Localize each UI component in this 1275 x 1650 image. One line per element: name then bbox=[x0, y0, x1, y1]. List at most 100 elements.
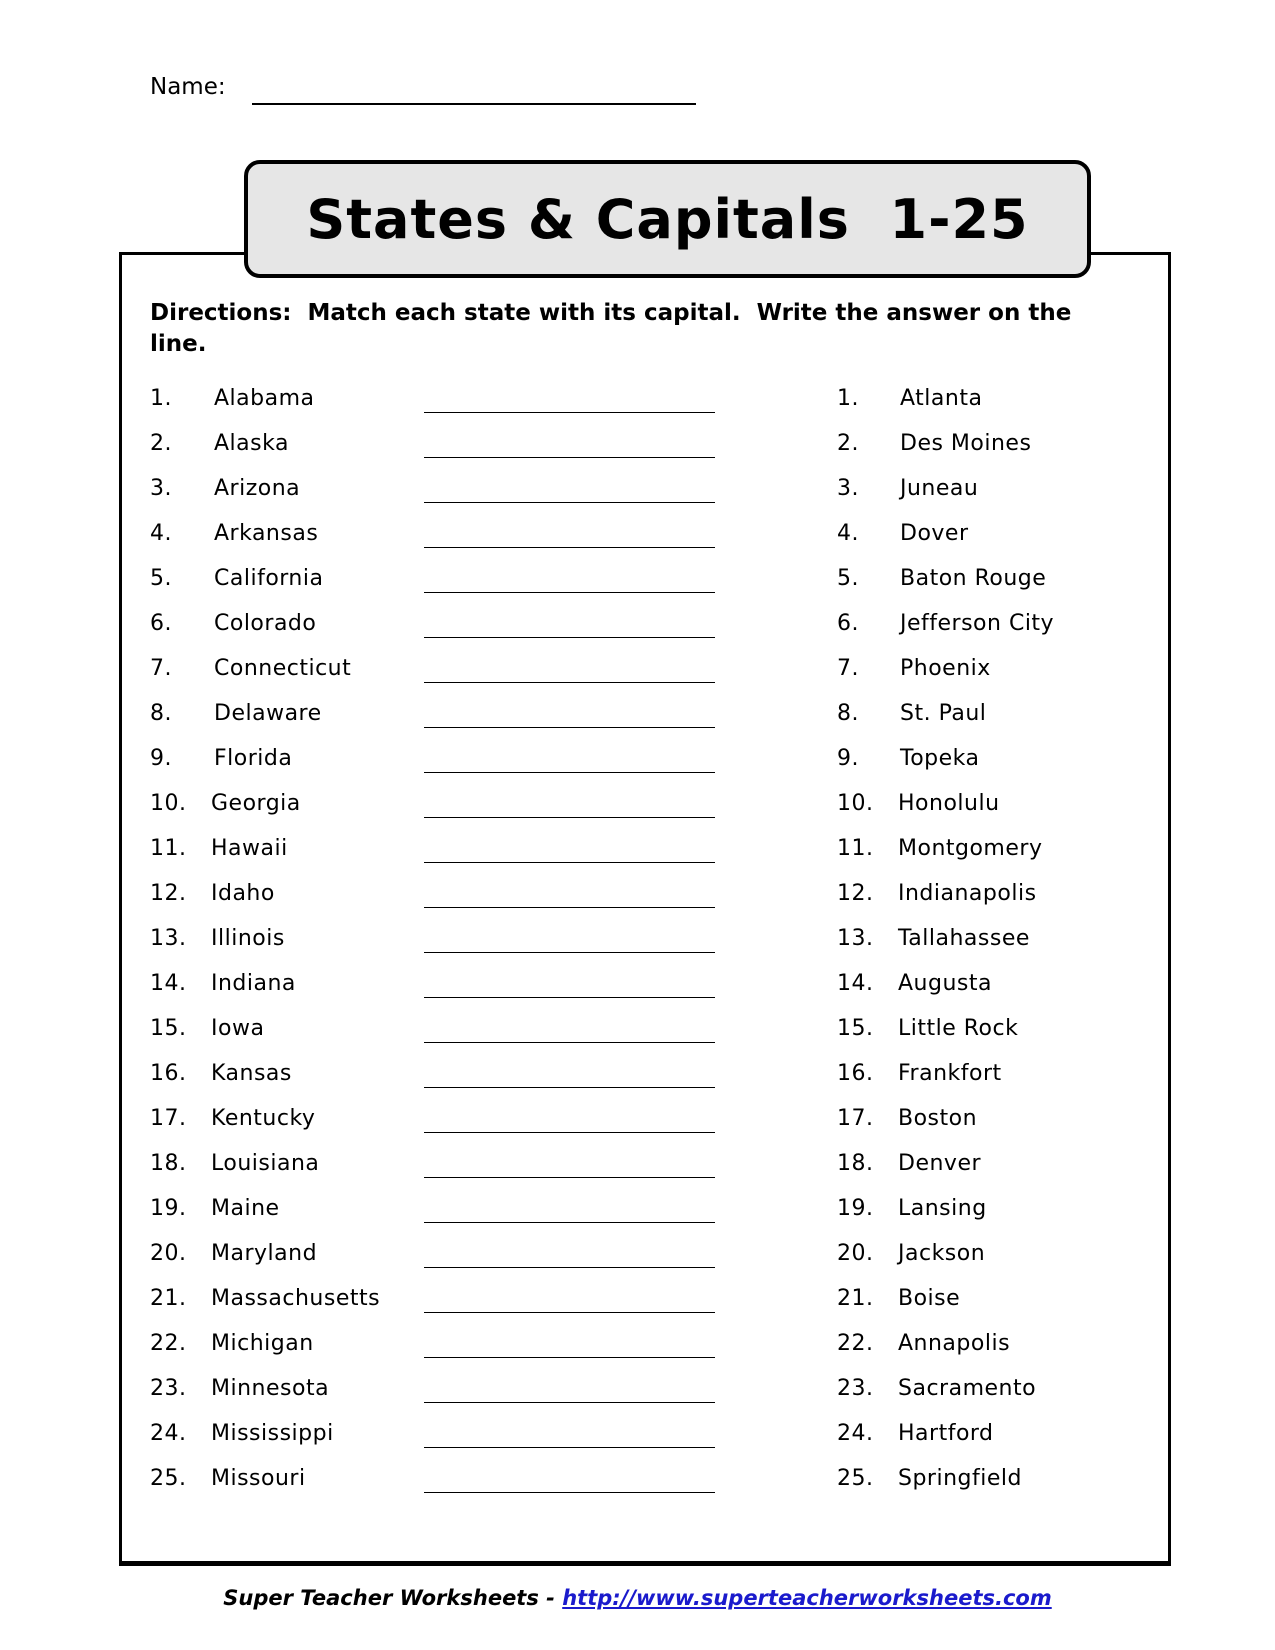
answer-line[interactable] bbox=[424, 592, 715, 593]
state-name: Alabama bbox=[214, 386, 315, 411]
capital-name: Honolulu bbox=[898, 791, 1000, 816]
title-box: States & Capitals 1-25 bbox=[244, 160, 1091, 278]
state-number: 21. bbox=[150, 1286, 187, 1311]
answer-line[interactable] bbox=[424, 997, 715, 998]
capital-name: Tallahassee bbox=[898, 926, 1030, 951]
state-row: 1. Alabama bbox=[150, 386, 870, 416]
capital-name: Topeka bbox=[900, 746, 980, 771]
state-name: Mississippi bbox=[211, 1421, 334, 1446]
answer-line[interactable] bbox=[424, 1492, 715, 1493]
state-row: 10. Georgia bbox=[150, 791, 870, 821]
capital-number: 8. bbox=[837, 701, 859, 726]
state-number: 25. bbox=[150, 1466, 187, 1491]
answer-line[interactable] bbox=[424, 1132, 715, 1133]
state-row: 11. Hawaii bbox=[150, 836, 870, 866]
capital-row: 4. Dover bbox=[837, 521, 1137, 551]
answer-line[interactable] bbox=[424, 1087, 715, 1088]
capital-number: 22. bbox=[837, 1331, 874, 1356]
answer-line[interactable] bbox=[424, 502, 715, 503]
state-number: 14. bbox=[150, 971, 187, 996]
state-number: 19. bbox=[150, 1196, 187, 1221]
answer-line[interactable] bbox=[424, 907, 715, 908]
capital-name: Annapolis bbox=[898, 1331, 1011, 1356]
answer-line[interactable] bbox=[424, 457, 715, 458]
capital-row: 2. Des Moines bbox=[837, 431, 1137, 461]
answer-line[interactable] bbox=[424, 817, 715, 818]
state-number: 1. bbox=[150, 386, 172, 411]
capital-row: 20. Jackson bbox=[837, 1241, 1137, 1271]
capital-name: Lansing bbox=[898, 1196, 987, 1221]
capital-number: 15. bbox=[837, 1016, 874, 1041]
answer-line[interactable] bbox=[424, 637, 715, 638]
capital-number: 19. bbox=[837, 1196, 874, 1221]
state-name: Maine bbox=[211, 1196, 280, 1221]
answer-line[interactable] bbox=[424, 1222, 715, 1223]
capital-row: 11. Montgomery bbox=[837, 836, 1137, 866]
state-row: 18. Louisiana bbox=[150, 1151, 870, 1181]
answer-line[interactable] bbox=[424, 1267, 715, 1268]
footer: Super Teacher Worksheets - http://www.su… bbox=[0, 1586, 1275, 1610]
capital-number: 18. bbox=[837, 1151, 874, 1176]
state-number: 15. bbox=[150, 1016, 187, 1041]
answer-line[interactable] bbox=[424, 1177, 715, 1178]
name-label: Name: bbox=[150, 74, 226, 100]
state-name: Arkansas bbox=[214, 521, 319, 546]
answer-line[interactable] bbox=[424, 952, 715, 953]
state-number: 18. bbox=[150, 1151, 187, 1176]
state-row: 5. California bbox=[150, 566, 870, 596]
answer-line[interactable] bbox=[424, 1312, 715, 1313]
state-name: Iowa bbox=[211, 1016, 265, 1041]
state-name: Georgia bbox=[211, 791, 301, 816]
state-row: 22. Michigan bbox=[150, 1331, 870, 1361]
state-number: 23. bbox=[150, 1376, 187, 1401]
state-row: 12. Idaho bbox=[150, 881, 870, 911]
capital-row: 13. Tallahassee bbox=[837, 926, 1137, 956]
capital-number: 24. bbox=[837, 1421, 874, 1446]
answer-line[interactable] bbox=[424, 1357, 715, 1358]
state-name: California bbox=[214, 566, 324, 591]
name-input-line[interactable] bbox=[252, 103, 696, 105]
answer-line[interactable] bbox=[424, 547, 715, 548]
capital-row: 21. Boise bbox=[837, 1286, 1137, 1316]
state-row: 13. Illinois bbox=[150, 926, 870, 956]
directions: Directions: Match each state with its ca… bbox=[150, 300, 1080, 357]
answer-line[interactable] bbox=[424, 1402, 715, 1403]
capital-name: Dover bbox=[900, 521, 969, 546]
state-number: 4. bbox=[150, 521, 172, 546]
capital-row: 15. Little Rock bbox=[837, 1016, 1137, 1046]
footer-link[interactable]: http://www.superteacherworksheets.com bbox=[562, 1586, 1052, 1610]
capital-name: Hartford bbox=[898, 1421, 994, 1446]
answer-line[interactable] bbox=[424, 1447, 715, 1448]
answer-line[interactable] bbox=[424, 772, 715, 773]
state-row: 2. Alaska bbox=[150, 431, 870, 461]
answer-line[interactable] bbox=[424, 1042, 715, 1043]
state-name: Louisiana bbox=[211, 1151, 320, 1176]
capital-row: 12. Indianapolis bbox=[837, 881, 1137, 911]
capital-row: 22. Annapolis bbox=[837, 1331, 1137, 1361]
answer-line[interactable] bbox=[424, 682, 715, 683]
answer-line[interactable] bbox=[424, 862, 715, 863]
capital-name: Atlanta bbox=[900, 386, 983, 411]
capital-name: Jackson bbox=[898, 1241, 986, 1266]
capital-name: Jefferson City bbox=[900, 611, 1055, 636]
state-row: 21. Massachusetts bbox=[150, 1286, 870, 1316]
capital-number: 2. bbox=[837, 431, 859, 456]
capital-number: 16. bbox=[837, 1061, 874, 1086]
state-row: 6. Colorado bbox=[150, 611, 870, 641]
state-name: Idaho bbox=[211, 881, 275, 906]
state-number: 17. bbox=[150, 1106, 187, 1131]
state-name: Colorado bbox=[214, 611, 317, 636]
state-row: 20. Maryland bbox=[150, 1241, 870, 1271]
capital-number: 10. bbox=[837, 791, 874, 816]
capital-number: 1. bbox=[837, 386, 859, 411]
capital-row: 24. Hartford bbox=[837, 1421, 1137, 1451]
capital-number: 9. bbox=[837, 746, 859, 771]
capital-number: 25. bbox=[837, 1466, 874, 1491]
state-row: 16. Kansas bbox=[150, 1061, 870, 1091]
capital-row: 5. Baton Rouge bbox=[837, 566, 1137, 596]
capital-row: 16. Frankfort bbox=[837, 1061, 1137, 1091]
capital-row: 10. Honolulu bbox=[837, 791, 1137, 821]
capital-number: 7. bbox=[837, 656, 859, 681]
answer-line[interactable] bbox=[424, 412, 715, 413]
answer-line[interactable] bbox=[424, 727, 715, 728]
